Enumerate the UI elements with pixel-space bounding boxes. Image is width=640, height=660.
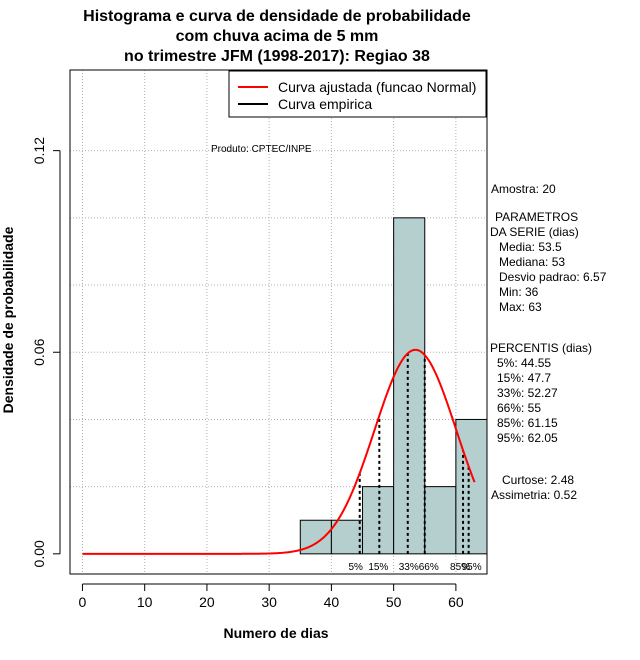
x-tick-label: 40 (324, 594, 340, 610)
histogram-bar (393, 217, 426, 555)
param-header-2: DA SERIE (dias) (490, 225, 579, 239)
param-desvio: Desvio padrao: 6.57 (499, 270, 607, 284)
y-tick-label: 0.00 (31, 540, 47, 567)
normal-curve-line (82, 348, 476, 555)
chart-title-line-3: no trimestre JFM (1998-2017): Regiao 38 (124, 48, 430, 65)
param-min: Min: 36 (499, 285, 539, 299)
legend-box (228, 70, 487, 118)
percentile-label: 33% (399, 562, 419, 573)
plot-frame (69, 69, 488, 575)
histogram-bar (362, 486, 395, 555)
product-label: Produto: CPTEC/INPE (211, 144, 312, 155)
param-max: Max: 63 (499, 300, 542, 314)
x-tick-label: 30 (261, 594, 277, 610)
stat-curtose: Curtose: 2.48 (502, 473, 574, 487)
normal-curve (82, 348, 476, 555)
x-tick-label: 10 (137, 594, 153, 610)
perc-5: 5%: 44.55 (497, 356, 551, 370)
y-axis: 0.00 0.06 0.12 (31, 137, 61, 567)
legend: Curva ajustada (funcao Normal) Curva emp… (228, 70, 487, 118)
perc-95: 95%: 62.05 (497, 431, 558, 445)
x-tick-label: 20 (199, 594, 215, 610)
stat-assimetria: Assimetria: 0.52 (491, 488, 577, 502)
x-tick-label: 50 (386, 594, 402, 610)
percentile-label: 5% (348, 562, 363, 573)
percentile-label: 15% (368, 562, 388, 573)
chart-title-line-2: com chuva acima de 5 mm (176, 28, 379, 45)
percentile-label: 95% (462, 562, 482, 573)
perc-66: 66%: 55 (497, 401, 541, 415)
perc-85: 85%: 61.15 (497, 416, 558, 430)
perc-header: PERCENTIS (dias) (490, 341, 592, 355)
percentile-lines: 5% 15% 33% 66% 85%95% (348, 353, 482, 573)
stat-amostra: Amostra: 20 (491, 182, 556, 196)
y-axis-label: Densidade de probabilidade (0, 226, 16, 413)
x-axis-label: Numero de dias (223, 625, 328, 641)
legend-label-empirical: Curva empirica (278, 96, 372, 112)
perc-33: 33%: 52.27 (497, 386, 558, 400)
param-media: Media: 53.5 (499, 240, 562, 254)
legend-label-normal: Curva ajustada (funcao Normal) (278, 79, 476, 95)
percentile-label: 85% (450, 562, 470, 573)
histogram-bar (330, 519, 364, 555)
param-mediana: Mediana: 53 (499, 255, 565, 269)
histogram-bars (299, 217, 488, 555)
y-tick-label: 0.12 (31, 137, 47, 164)
y-tick-label: 0.06 (31, 338, 47, 365)
perc-15: 15%: 47.7 (497, 371, 551, 385)
x-tick-label: 60 (448, 594, 464, 610)
histogram-bar (455, 418, 488, 555)
chart-title-line-1: Histograma e curva de densidade de proba… (83, 8, 471, 25)
histogram-bar (424, 486, 457, 555)
x-tick-label: 0 (79, 594, 87, 610)
percentile-label: 66% (419, 562, 439, 573)
x-axis: 0 10 20 30 40 50 60 (79, 583, 464, 610)
stats-panel: Amostra: 20 PARAMETROS DA SERIE (dias) M… (490, 182, 607, 502)
param-header-1: PARAMETROS (495, 210, 578, 224)
